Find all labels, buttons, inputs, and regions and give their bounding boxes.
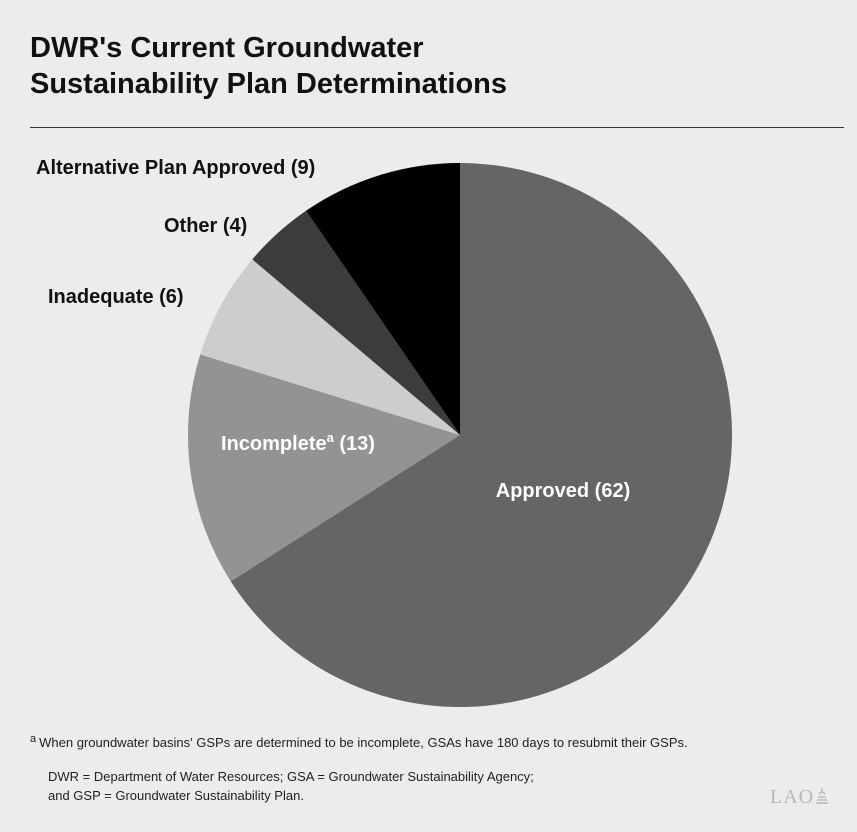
- slice-label-other: Other (4): [164, 215, 247, 237]
- slice-label-approved: Approved (62): [496, 480, 630, 502]
- abbreviations-line-1: DWR = Department of Water Resources; GSA…: [48, 769, 534, 784]
- abbreviations-note: DWR = Department of Water Resources; GSA…: [48, 767, 534, 805]
- lao-logo: LAO: [770, 786, 829, 809]
- slice-label-inadequate: Inadequate (6): [48, 286, 184, 308]
- footnote-mark: a: [30, 733, 37, 745]
- slice-label-alternative-plan-approved: Alternative Plan Approved (9): [36, 157, 315, 179]
- pie-slice-approved: [230, 163, 732, 707]
- pie-slice-incomplete: [187, 354, 460, 582]
- capitol-icon: [816, 788, 829, 804]
- chart-title-line-1: DWR's Current Groundwater: [30, 32, 424, 64]
- abbreviations-line-2: and GSP = Groundwater Sustainability Pla…: [48, 788, 304, 803]
- pie-slice-alternative-plan-approved: [306, 163, 460, 435]
- chart-title: DWR's Current Groundwater Sustainability…: [30, 30, 830, 102]
- slice-label-incomplete: Incompletea (13): [221, 430, 375, 455]
- footnote: a When groundwater basins' GSPs are deter…: [30, 733, 688, 750]
- pie-slice-inadequate: [200, 259, 460, 435]
- footnote-text: When groundwater basins' GSPs are determ…: [39, 735, 688, 750]
- title-divider: [30, 127, 844, 128]
- lao-logo-text: LAO: [770, 786, 815, 808]
- pie-slice-other: [252, 210, 460, 435]
- chart-title-line-2: Sustainability Plan Determinations: [30, 68, 507, 100]
